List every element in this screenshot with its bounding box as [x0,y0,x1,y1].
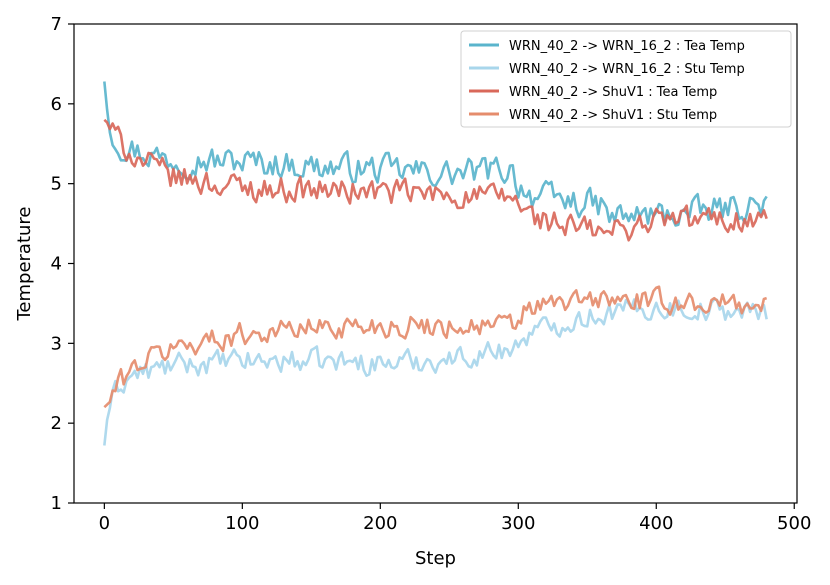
series-layer [103,81,768,446]
legend: WRN_40_2 -> WRN_16_2 : Tea Temp WRN_40_2 … [460,30,792,128]
y-axis-label: Temperature [14,206,35,321]
y-tick-label: 7 [51,14,62,35]
y-tick-label: 1 [51,493,62,514]
x-axis-ticks: 0 100 200 300 400 500 [99,503,811,534]
y-tick-label: 5 [51,174,62,195]
x-axis-label: Step [415,548,456,569]
y-tick-label: 6 [51,94,62,115]
legend-label: WRN_40_2 -> WRN_16_2 : Stu Temp [509,62,745,77]
legend-label: WRN_40_2 -> ShuV1 : Stu Temp [509,108,717,123]
x-tick-label: 300 [501,513,535,534]
y-axis-ticks: 1 2 3 4 5 6 7 [51,14,74,514]
series-line [103,118,768,242]
x-tick-label: 100 [225,513,259,534]
y-tick-label: 4 [51,254,62,275]
series-line [103,298,768,446]
x-tick-label: 0 [99,513,110,534]
series-line [103,285,768,409]
x-tick-label: 200 [363,513,397,534]
legend-box [460,30,792,128]
y-tick-label: 2 [51,413,62,434]
x-tick-label: 400 [639,513,673,534]
legend-label: WRN_40_2 -> ShuV1 : Tea Temp [509,85,717,100]
x-tick-label: 500 [777,513,811,534]
legend-label: WRN_40_2 -> WRN_16_2 : Tea Temp [509,39,745,54]
y-tick-label: 3 [51,333,62,354]
